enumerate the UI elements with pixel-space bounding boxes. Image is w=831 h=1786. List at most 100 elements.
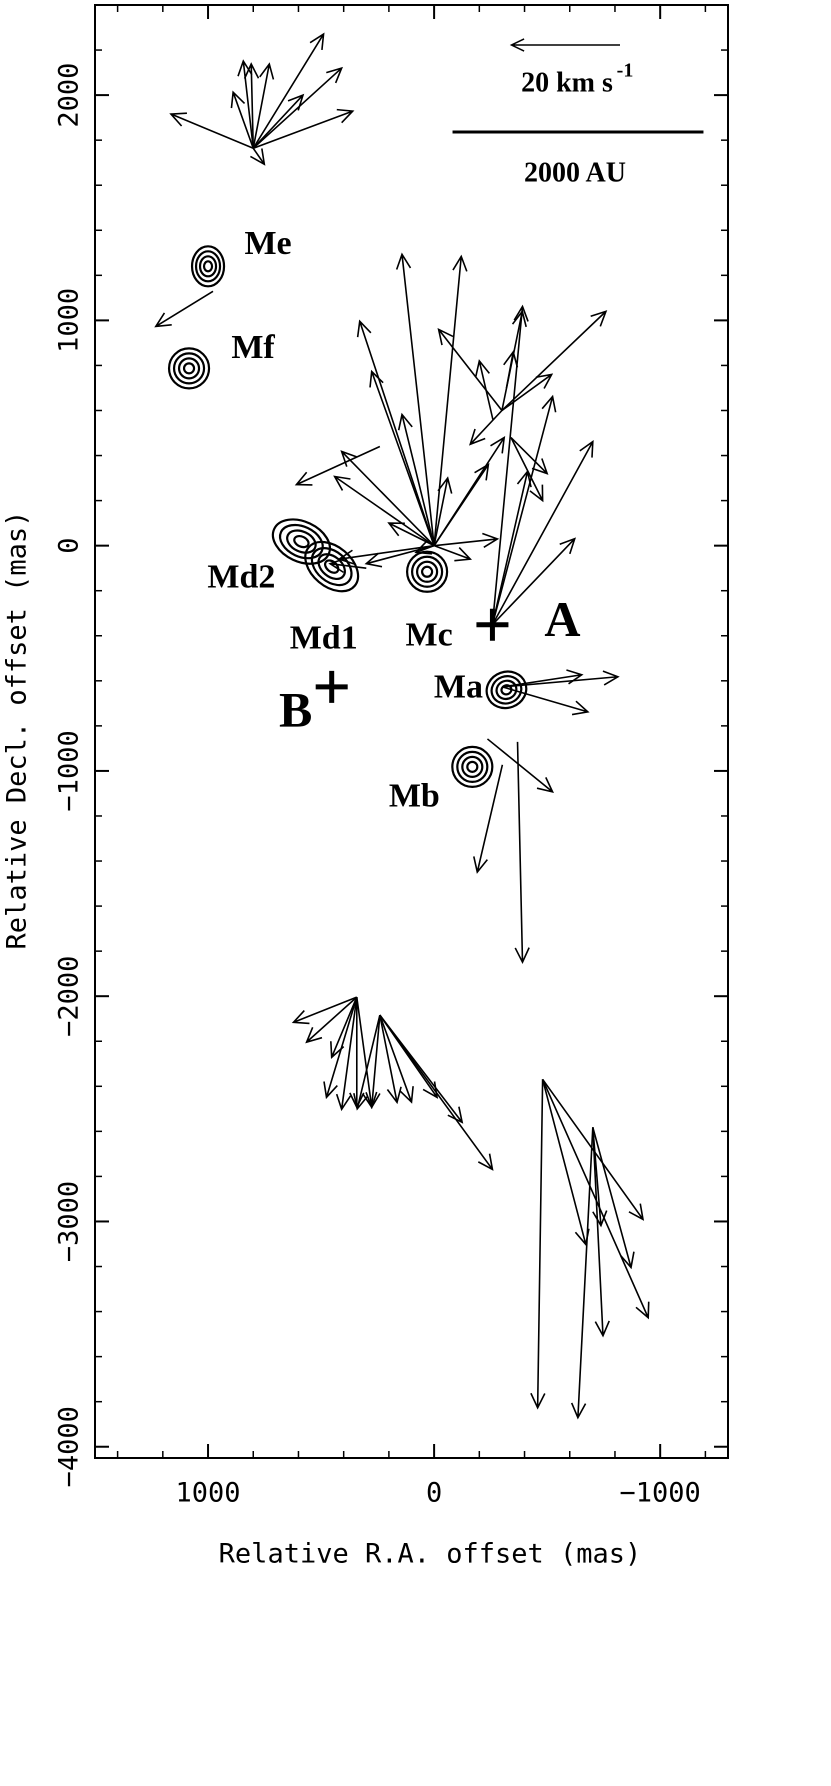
source-contour	[485, 670, 528, 710]
velocity-arrow	[491, 537, 576, 626]
velocity-arrow	[364, 544, 435, 568]
y-tick-label: 2000	[54, 63, 85, 128]
scale-length-label: 2000 AU	[524, 157, 626, 188]
velocity-arrow	[469, 409, 503, 446]
velocity-arrow	[592, 1127, 635, 1270]
source-contour	[271, 518, 331, 565]
source-contour	[461, 755, 484, 778]
velocity-arrow	[243, 62, 260, 149]
velocity-arrow	[501, 310, 608, 412]
x-tick-label: −1000	[620, 1478, 701, 1509]
source-contour	[202, 260, 214, 273]
velocity-arrow	[369, 369, 435, 546]
scale-velocity-label: 20 km s	[521, 67, 613, 98]
velocity-arrow	[491, 439, 594, 626]
source-contour	[451, 745, 494, 788]
source-label: Md1	[290, 619, 358, 656]
velocity-arrow	[491, 394, 557, 625]
source-contour	[456, 750, 489, 783]
source-contour	[278, 523, 324, 560]
velocity-arrow	[510, 437, 544, 503]
x-tick-label: 0	[426, 1478, 442, 1509]
velocity-arrow	[541, 1078, 650, 1320]
source-contour	[182, 362, 196, 375]
y-axis-title: Relative Decl. offset (mas)	[2, 511, 33, 950]
velocity-arrow	[323, 996, 358, 1100]
x-axis-title: Relative R.A. offset (mas)	[219, 1539, 642, 1570]
source-contour	[167, 347, 211, 390]
velocity-arrow	[252, 62, 275, 149]
x-tick-label: 1000	[176, 1478, 241, 1509]
source-contour	[500, 684, 513, 696]
star-label: B	[279, 681, 312, 737]
velocity-arrow	[433, 435, 506, 547]
velocity-arrow	[379, 1014, 464, 1124]
source-contour	[415, 560, 439, 583]
source-contour	[304, 540, 360, 593]
velocity-arrow	[328, 557, 367, 574]
velocity-arrow	[379, 1014, 402, 1105]
velocity-arrow	[397, 412, 435, 546]
velocity-arrow	[433, 254, 468, 546]
velocity-arrow	[592, 1127, 610, 1338]
velocity-arrow	[379, 1014, 414, 1104]
source-label: Ma	[434, 669, 483, 706]
velocity-arrow	[541, 1079, 590, 1247]
source-contour	[420, 565, 434, 578]
source-contour	[190, 245, 226, 288]
velocity-arrow	[169, 112, 254, 150]
source-contour	[194, 250, 222, 283]
velocity-arrow	[414, 540, 435, 555]
velocity-arrow	[294, 445, 381, 486]
y-tick-label: −3000	[54, 1181, 85, 1262]
velocity-arrow	[230, 90, 255, 149]
scale-arrow	[509, 38, 620, 52]
source-contour	[310, 547, 353, 587]
velocity-arrow	[473, 764, 504, 874]
source-contour	[405, 550, 449, 593]
y-tick-label: −4000	[54, 1406, 85, 1487]
source-contour	[324, 559, 340, 574]
velocity-arrow	[530, 1079, 546, 1410]
velocity-arrow	[437, 327, 503, 411]
velocity-arrow	[433, 476, 453, 546]
star-marker	[476, 608, 509, 641]
velocity-arrow	[434, 532, 500, 549]
velocity-arrow	[333, 475, 435, 547]
source-label: Md2	[207, 558, 275, 595]
velocity-arrow	[501, 373, 554, 412]
velocity-arrow	[335, 996, 358, 1112]
source-contour	[490, 675, 523, 705]
velocity-arrow	[252, 93, 305, 149]
plot-frame	[94, 4, 729, 1459]
velocity-arrow	[252, 108, 355, 150]
velocity-arrow	[291, 996, 358, 1025]
source-label: Mc	[406, 617, 453, 654]
velocity-arrow	[503, 350, 519, 389]
source-contour	[177, 357, 201, 380]
source-label: Mf	[231, 329, 275, 366]
source-contour	[410, 555, 444, 588]
y-tick-label: 1000	[54, 288, 85, 353]
source-label: Me	[244, 225, 291, 262]
velocity-arrow	[356, 319, 435, 546]
source-contour	[293, 534, 310, 549]
velocity-arrow	[510, 436, 549, 475]
velocity-arrow	[252, 66, 344, 149]
star-label: A	[544, 591, 580, 647]
scale-velocity-exp: -1	[617, 60, 634, 82]
source-contour	[495, 679, 518, 701]
velocity-arrow	[340, 450, 435, 547]
source-contour	[286, 529, 317, 554]
velocity-arrow	[252, 32, 325, 149]
velocity-arrow	[250, 147, 266, 166]
source-contour	[172, 352, 206, 385]
y-tick-label: −1000	[54, 730, 85, 811]
source-contour	[317, 553, 346, 581]
velocity-arrow	[154, 290, 214, 328]
velocity-arrow	[486, 738, 554, 794]
y-tick-label: 0	[54, 538, 85, 554]
velocity-arrow	[514, 741, 530, 965]
source-label: Mb	[389, 778, 440, 815]
